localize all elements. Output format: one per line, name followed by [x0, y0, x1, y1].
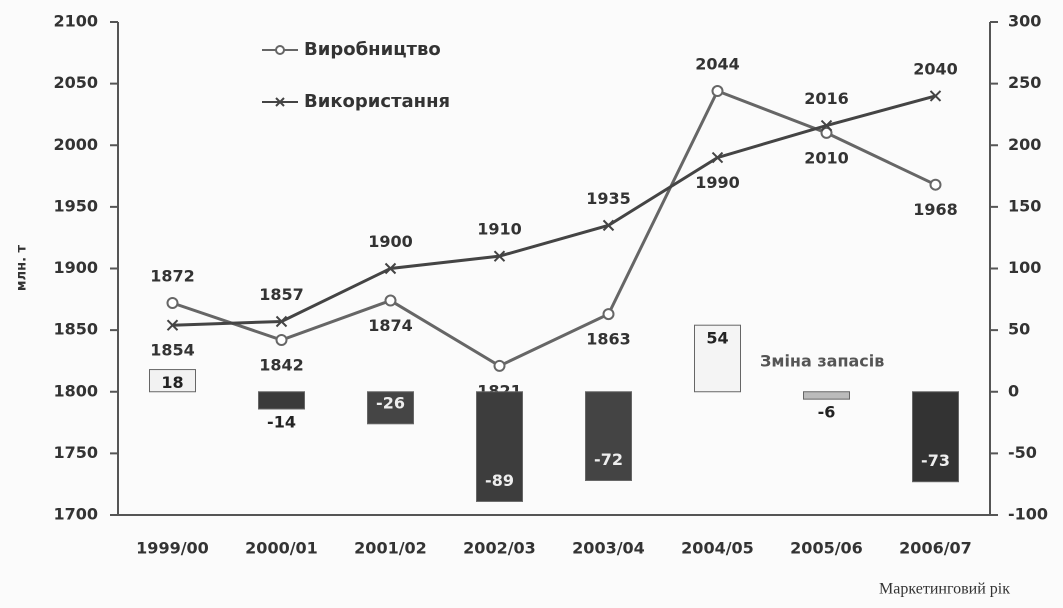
legend-marker	[275, 45, 285, 55]
data-label: 1857	[259, 285, 304, 304]
marker	[166, 297, 179, 310]
marker	[493, 359, 506, 372]
data-label: 1910	[477, 220, 522, 239]
y-axis-label: млн. т	[15, 244, 30, 291]
y-tick-label: 2100	[53, 12, 98, 31]
y2-tick-label: 100	[1008, 258, 1041, 277]
marker	[384, 294, 397, 307]
y-tick-label: 1850	[53, 320, 98, 339]
bar	[912, 391, 959, 483]
x-tick-label: 2002/03	[463, 539, 536, 558]
bar	[803, 391, 850, 400]
marker	[820, 126, 833, 139]
y-tick-label: 1900	[53, 258, 98, 277]
marker	[166, 319, 179, 331]
bar	[367, 391, 414, 425]
data-label: 1968	[913, 200, 958, 219]
bar-label: -14	[267, 413, 296, 432]
y-tick-label: 1950	[53, 196, 98, 215]
marker	[929, 178, 942, 191]
bar	[476, 391, 523, 502]
y-tick-label: 2000	[53, 135, 98, 154]
data-label: 1863	[586, 330, 631, 349]
bar	[149, 369, 196, 393]
marker	[711, 151, 724, 164]
y2-tick-label: 0	[1008, 381, 1019, 400]
marker	[602, 219, 615, 232]
data-label: 1900	[368, 232, 413, 251]
data-label: 2040	[913, 59, 958, 78]
legend-marker	[275, 97, 285, 107]
marker	[602, 308, 615, 321]
y2-tick-label: 200	[1008, 135, 1041, 154]
series-line	[172, 89, 937, 368]
data-label: 1990	[695, 173, 740, 192]
x-tick-label: 2000/01	[245, 539, 318, 558]
x-tick-label: 2001/02	[354, 539, 427, 558]
x-tick-label: 2005/06	[790, 539, 863, 558]
data-label: 1874	[368, 316, 413, 335]
x-tick-label: 2003/04	[572, 539, 645, 558]
data-label: 2044	[695, 55, 740, 74]
marker	[929, 90, 942, 102]
y-tick-label: 1800	[53, 381, 98, 400]
bar	[694, 324, 741, 393]
legend-label: Виробництво	[304, 39, 441, 60]
y2-tick-label: 150	[1008, 196, 1041, 215]
y-tick-label: 2050	[53, 73, 98, 92]
x-tick-label: 2006/07	[899, 539, 972, 558]
y2-tick-label: -100	[1008, 505, 1048, 524]
marker	[711, 85, 724, 98]
series-line	[172, 94, 936, 327]
y2-tick-label: 250	[1008, 73, 1041, 92]
data-label: 1935	[586, 189, 631, 208]
data-label: 1854	[150, 341, 195, 360]
bar	[258, 391, 305, 410]
marker	[493, 250, 506, 262]
legend-label: Зміна запасів	[760, 352, 884, 371]
x-axis-label: Маркетинговий рік	[879, 581, 1010, 598]
y-tick-label: 1700	[53, 505, 98, 524]
bar-label: -73	[921, 451, 950, 470]
x-tick-label: 1999/00	[136, 539, 209, 558]
bar-label: -6	[818, 403, 836, 422]
marker	[275, 333, 288, 346]
data-label: 2016	[804, 89, 849, 108]
data-label: 1872	[150, 267, 195, 286]
bar-label: 18	[161, 373, 183, 392]
y-tick-label: 1750	[53, 443, 98, 462]
bar-label: -26	[376, 393, 405, 412]
x-tick-label: 2004/05	[681, 539, 754, 558]
bar-label: -89	[485, 471, 514, 490]
data-label: 1842	[259, 355, 304, 374]
marker	[820, 119, 833, 132]
bar	[585, 391, 632, 481]
bar-label: -72	[594, 450, 623, 469]
y2-tick-label: 300	[1008, 12, 1041, 31]
y2-tick-label: 50	[1008, 320, 1030, 339]
marker	[384, 262, 397, 275]
y2-tick-label: -50	[1008, 443, 1037, 462]
bar-label: 54	[706, 329, 728, 348]
legend-label: Використання	[304, 91, 450, 112]
data-label: 2010	[804, 148, 849, 167]
marker	[275, 315, 288, 328]
